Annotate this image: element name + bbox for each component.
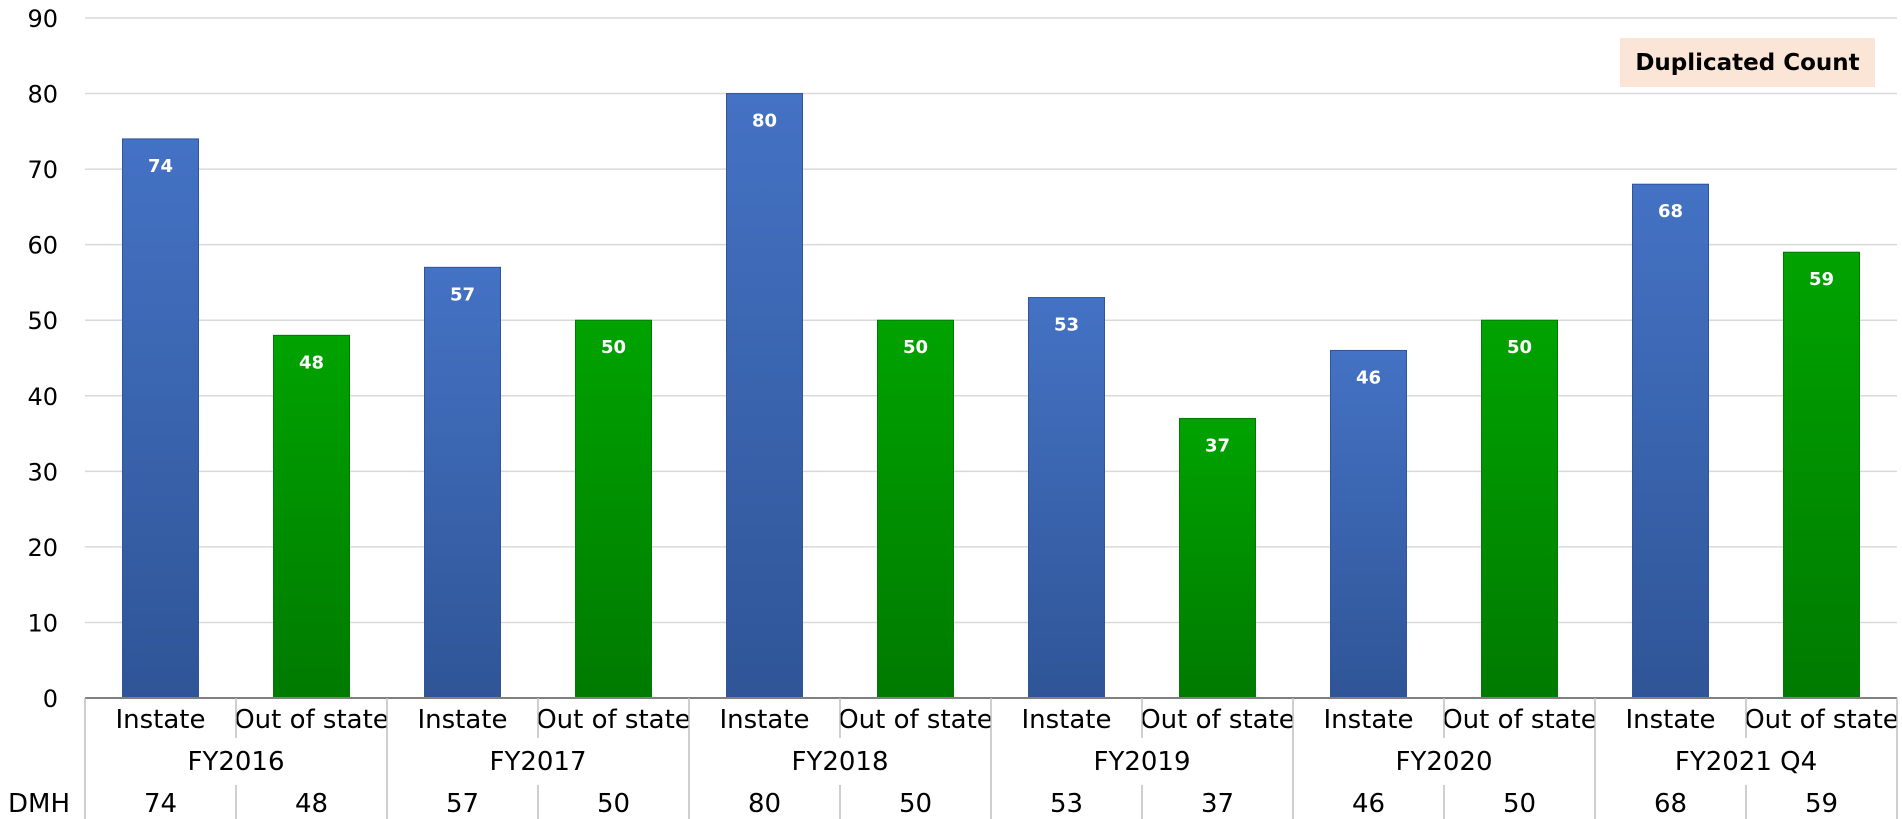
- category-label: Out of state: [838, 705, 993, 735]
- table-cell: 59: [1805, 789, 1838, 819]
- category-label: Instate: [1323, 705, 1413, 735]
- category-label: Instate: [1625, 705, 1715, 735]
- bar: [1783, 251, 1860, 699]
- category-label: Out of state: [1744, 705, 1899, 735]
- y-tick-label: 90: [27, 5, 58, 33]
- y-axis: 0 10 20 30 40 50 60 70 80 90: [27, 5, 58, 713]
- data-label: 48: [299, 352, 324, 373]
- group-label: FY2016: [187, 747, 284, 777]
- table-cell: 37: [1201, 789, 1234, 819]
- table-cell: 48: [295, 789, 328, 819]
- bar: [575, 319, 652, 699]
- table-cell: 68: [1654, 789, 1687, 819]
- category-label: Out of state: [1442, 705, 1597, 735]
- category-label: Instate: [115, 705, 205, 735]
- bars: [122, 93, 1860, 699]
- data-label: 59: [1809, 269, 1834, 290]
- y-tick-label: 60: [27, 232, 58, 260]
- gridlines: [85, 17, 1897, 624]
- y-tick-label: 50: [27, 307, 58, 335]
- group-label: FY2017: [489, 747, 586, 777]
- table-cell: 50: [597, 789, 630, 819]
- bar: [1330, 349, 1407, 699]
- table-cell: 46: [1352, 789, 1385, 819]
- category-label: Out of state: [234, 705, 389, 735]
- data-label: 57: [450, 284, 475, 305]
- data-labels: 74 48 57 50 80 50 53 37 46 50 68 59: [148, 111, 1834, 457]
- duplicated-count-badge: Duplicated Count: [1620, 38, 1875, 87]
- table-cell: 50: [899, 789, 932, 819]
- table-cell: 50: [1503, 789, 1536, 819]
- bar: [877, 319, 954, 699]
- y-tick-label: 0: [43, 685, 58, 713]
- bar: [1179, 417, 1256, 699]
- data-label: 68: [1658, 201, 1683, 222]
- y-tick-label: 10: [27, 609, 58, 637]
- table-cell: 80: [748, 789, 781, 819]
- data-label: 50: [601, 337, 626, 358]
- category-label: Out of state: [1140, 705, 1295, 735]
- y-tick-label: 20: [27, 534, 58, 562]
- x-axis: Instate Out of state FY2016 Instate Out of s…: [84, 697, 1899, 819]
- group-label: FY2019: [1093, 747, 1190, 777]
- data-label: 46: [1356, 367, 1381, 388]
- data-label: 37: [1205, 435, 1230, 456]
- data-label: 50: [903, 337, 928, 358]
- table-row-label: DMH: [8, 789, 70, 819]
- data-label: 50: [1507, 337, 1532, 358]
- bar: [122, 138, 199, 699]
- y-tick-label: 70: [27, 156, 58, 184]
- data-label: 80: [752, 111, 777, 132]
- category-label: Instate: [417, 705, 507, 735]
- bar: [1028, 297, 1105, 699]
- category-label: Instate: [1021, 705, 1111, 735]
- category-label: Instate: [719, 705, 809, 735]
- group-label: FY2021 Q4: [1675, 747, 1817, 777]
- table-cell: 57: [446, 789, 479, 819]
- table-cell: 74: [144, 789, 177, 819]
- data-label: 53: [1054, 315, 1079, 336]
- category-label: Out of state: [536, 705, 691, 735]
- group-label: FY2018: [791, 747, 888, 777]
- bar: [424, 266, 501, 699]
- y-tick-label: 30: [27, 458, 58, 486]
- bar: [726, 93, 803, 699]
- data-table: DMH 74 48 57 50 80 50 53 37 46 50 68 59: [8, 785, 1838, 819]
- table-cell: 53: [1050, 789, 1083, 819]
- bar: [1632, 183, 1709, 699]
- bar: [273, 334, 350, 699]
- y-tick-label: 40: [27, 383, 58, 411]
- y-tick-label: 80: [27, 81, 58, 109]
- data-label: 74: [148, 156, 173, 177]
- group-label: FY2020: [1395, 747, 1492, 777]
- bar: [1481, 319, 1558, 699]
